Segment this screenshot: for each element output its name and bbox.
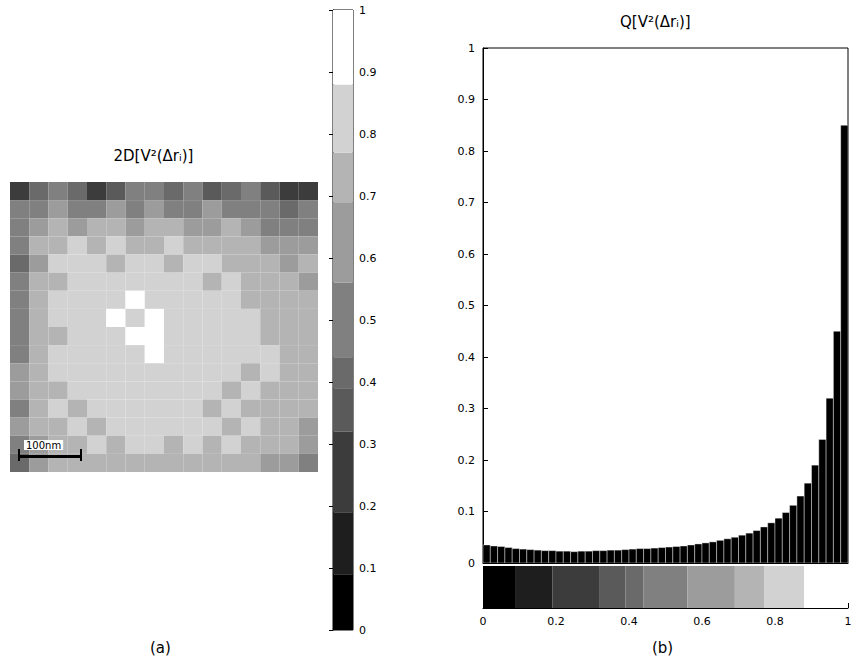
svg-text:0.2: 0.2	[359, 500, 377, 513]
svg-text:0.9: 0.9	[359, 66, 377, 79]
svg-text:0.1: 0.1	[458, 505, 476, 518]
svg-text:0: 0	[480, 615, 487, 628]
svg-text:(a): (a)	[150, 639, 171, 657]
svg-text:0.8: 0.8	[359, 128, 377, 141]
svg-text:0.6: 0.6	[693, 615, 711, 628]
svg-text:0.7: 0.7	[359, 190, 377, 203]
svg-text:0.8: 0.8	[458, 145, 476, 158]
svg-text:0.3: 0.3	[359, 438, 377, 451]
svg-text:0.9: 0.9	[458, 93, 476, 106]
svg-text:0.3: 0.3	[458, 402, 476, 415]
svg-text:1: 1	[845, 615, 852, 628]
svg-text:0.7: 0.7	[458, 196, 476, 209]
svg-text:0.2: 0.2	[547, 615, 565, 628]
svg-text:1: 1	[359, 4, 366, 17]
svg-text:0.1: 0.1	[359, 562, 377, 575]
svg-text:0.4: 0.4	[359, 376, 377, 389]
svg-text:0.8: 0.8	[766, 615, 784, 628]
svg-text:0.2: 0.2	[458, 454, 476, 467]
svg-text:0: 0	[468, 557, 475, 570]
svg-text:0.4: 0.4	[620, 615, 638, 628]
svg-text:2D[V²(Δrᵢ)]: 2D[V²(Δrᵢ)]	[114, 147, 194, 165]
svg-text:(b): (b)	[652, 639, 673, 657]
svg-text:0.4: 0.4	[458, 351, 476, 364]
svg-text:0.6: 0.6	[458, 248, 476, 261]
svg-text:100nm: 100nm	[26, 440, 61, 451]
svg-text:0.6: 0.6	[359, 252, 377, 265]
svg-text:0.5: 0.5	[359, 314, 377, 327]
svg-text:0.5: 0.5	[458, 299, 476, 312]
svg-text:0: 0	[359, 624, 366, 637]
svg-text:Q[V²(Δrᵢ)]: Q[V²(Δrᵢ)]	[620, 13, 691, 31]
svg-text:1: 1	[468, 42, 475, 55]
